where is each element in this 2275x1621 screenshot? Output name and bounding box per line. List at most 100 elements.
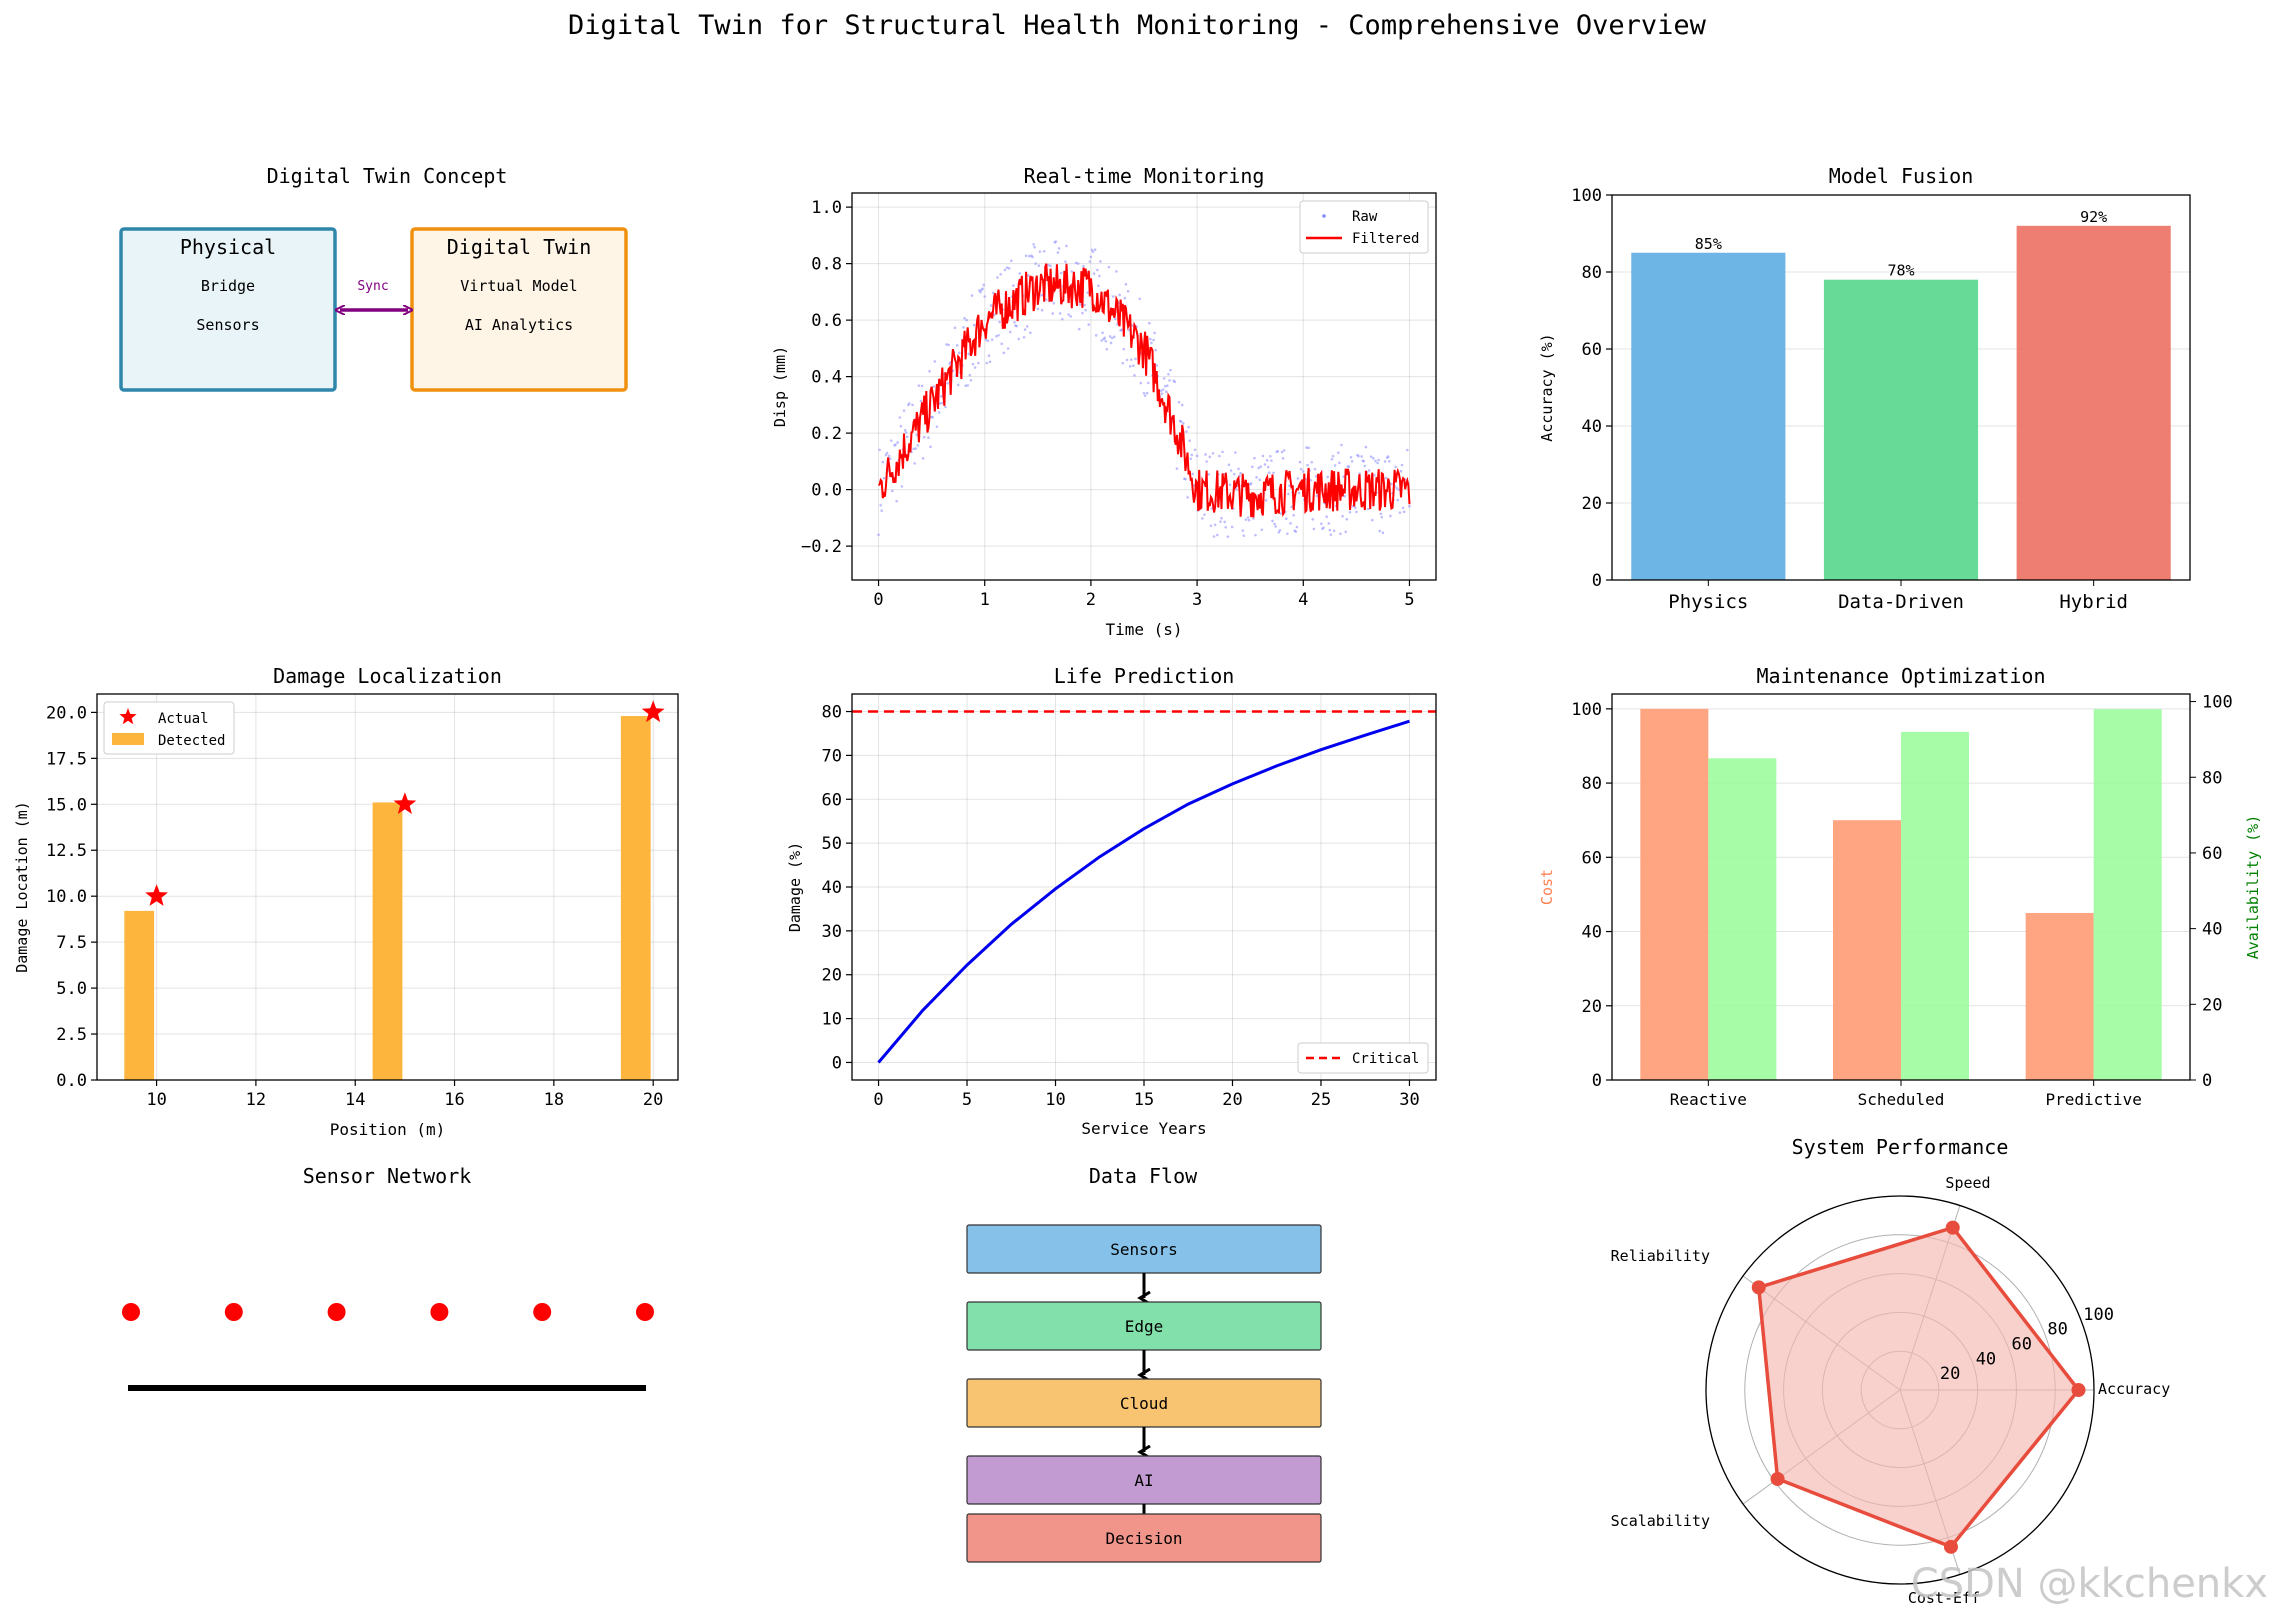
- monitoring-legend-filtered-label: Filtered: [1352, 231, 1419, 247]
- damage-title: Damage Localization: [273, 664, 502, 688]
- monitoring-raw-point: [880, 509, 884, 512]
- monitoring-raw-point: [1396, 498, 1400, 502]
- monitoring-raw-point: [1114, 317, 1117, 321]
- monitoring-raw-point: [1126, 289, 1130, 293]
- monitoring-raw-point: [1134, 357, 1137, 361]
- life-x-axis-label: Service Years: [1081, 1119, 1206, 1138]
- monitoring-raw-point: [1177, 400, 1181, 404]
- monitoring-raw-point: [1015, 324, 1018, 328]
- monitoring-raw-point: [1007, 267, 1011, 270]
- damage-x-tick-label: 20: [643, 1090, 663, 1110]
- monitoring-raw-point: [905, 435, 909, 439]
- monitoring-raw-point: [1343, 494, 1346, 498]
- monitoring-raw-point: [1357, 454, 1360, 458]
- damage-y-tick-label: 12.5: [46, 841, 87, 861]
- monitoring-raw-point: [1213, 523, 1217, 527]
- system-performance-chart: System Performance 20 40 60 80 100 Accuracy Spe…: [1611, 1135, 2171, 1607]
- monitoring-raw-point: [903, 428, 907, 432]
- monitoring-raw-point: [1339, 532, 1342, 536]
- monitoring-raw-point: [1378, 529, 1382, 533]
- fusion-value-label: 85%: [1695, 235, 1722, 253]
- maintenance-y-tick-label: 60: [1582, 848, 1602, 868]
- damage-actual-star: [145, 884, 168, 906]
- monitoring-raw-point: [885, 451, 889, 455]
- damage-y-tick-label: 17.5: [46, 749, 87, 769]
- monitoring-raw-point: [1037, 264, 1041, 267]
- monitoring-raw-point: [1313, 467, 1317, 471]
- monitoring-raw-point: [1087, 323, 1091, 326]
- radar-r-tick-label: 20: [1940, 1364, 1960, 1384]
- monitoring-raw-point: [879, 503, 882, 507]
- monitoring-raw-point: [1064, 260, 1067, 263]
- monitoring-raw-point: [1310, 460, 1314, 464]
- monitoring-raw-point: [1057, 247, 1061, 250]
- monitoring-raw-point: [1142, 391, 1146, 395]
- sync-label: Sync: [357, 279, 388, 294]
- monitoring-raw-point: [965, 318, 968, 322]
- maintenance-y-axis-label: Cost: [1538, 869, 1556, 905]
- monitoring-raw-point: [940, 401, 944, 405]
- monitoring-raw-point: [1330, 457, 1334, 461]
- monitoring-raw-point: [1277, 530, 1281, 534]
- monitoring-raw-point: [1091, 250, 1095, 253]
- life-axes-frame: [851, 693, 1437, 1081]
- monitoring-x-tick-label: 3: [1192, 590, 1202, 610]
- monitoring-raw-point: [1045, 298, 1048, 301]
- monitoring-raw-point: [884, 453, 888, 457]
- monitoring-raw-point: [1097, 284, 1100, 288]
- monitoring-raw-point: [919, 399, 923, 403]
- monitoring-x-tick-label: 5: [1404, 590, 1414, 610]
- monitoring-raw-point: [1003, 268, 1007, 272]
- monitoring-raw-point: [1333, 464, 1337, 467]
- monitoring-raw-point: [1188, 439, 1191, 443]
- fusion-y-tick-label: 80: [1582, 263, 1602, 283]
- monitoring-raw-point: [1121, 361, 1125, 365]
- monitoring-raw-point: [1160, 392, 1164, 395]
- life-y-axis-label: Damage (%): [786, 842, 804, 932]
- damage-y-axis-label: Damage Location (m): [13, 801, 31, 973]
- sensor-node: [430, 1303, 449, 1321]
- monitoring-raw-point: [946, 381, 949, 385]
- monitoring-raw-point: [1294, 530, 1298, 533]
- monitoring-raw-point: [881, 460, 885, 464]
- monitoring-raw-point: [927, 436, 930, 440]
- monitoring-raw-point: [894, 443, 897, 446]
- monitoring-raw-point: [1224, 525, 1228, 529]
- radar-point: [1945, 1220, 1960, 1235]
- digital-title: Digital Twin: [447, 235, 592, 259]
- flow-label-edge: Edge: [1125, 1317, 1164, 1336]
- monitoring-raw-point: [1389, 514, 1392, 518]
- monitoring-raw-point: [973, 366, 977, 369]
- monitoring-raw-point: [970, 294, 974, 297]
- monitoring-raw-point: [1408, 504, 1411, 508]
- monitoring-raw-point: [1367, 469, 1371, 472]
- digital-line2: AI Analytics: [465, 316, 573, 334]
- damage-y-tick-label: 0.0: [56, 1071, 87, 1091]
- digital-line1: Virtual Model: [460, 277, 577, 295]
- monitoring-raw-point: [1155, 364, 1159, 367]
- monitoring-raw-point: [1175, 467, 1179, 470]
- monitoring-raw-point: [1274, 525, 1277, 528]
- monitoring-raw-point: [1076, 262, 1080, 265]
- monitoring-raw-point: [1026, 274, 1030, 277]
- monitoring-raw-point: [1184, 477, 1187, 481]
- maintenance-title: Maintenance Optimization: [1757, 664, 2046, 688]
- monitoring-raw-point: [981, 287, 984, 290]
- monitoring-raw-point: [1040, 308, 1044, 312]
- monitoring-legend-raw-label: Raw: [1352, 209, 1378, 225]
- monitoring-raw-point: [1360, 455, 1363, 458]
- monitoring-raw-point: [895, 499, 898, 503]
- monitoring-raw-point: [929, 445, 932, 449]
- life-damage-curve: [877, 719, 1410, 1064]
- monitoring-raw-point: [1292, 514, 1296, 517]
- monitoring-raw-point: [1402, 510, 1406, 514]
- fusion-bar-physics: [1631, 252, 1786, 580]
- life-y-tick-label: 50: [822, 834, 842, 854]
- monitoring-raw-point: [1028, 254, 1031, 258]
- monitoring-raw-point: [1383, 460, 1387, 463]
- monitoring-raw-point: [1103, 336, 1107, 340]
- fusion-x-tick-label: Physics: [1668, 591, 1748, 613]
- damage-actual-star: [641, 700, 665, 723]
- monitoring-raw-point: [1131, 324, 1134, 327]
- monitoring-raw-point: [1074, 261, 1078, 265]
